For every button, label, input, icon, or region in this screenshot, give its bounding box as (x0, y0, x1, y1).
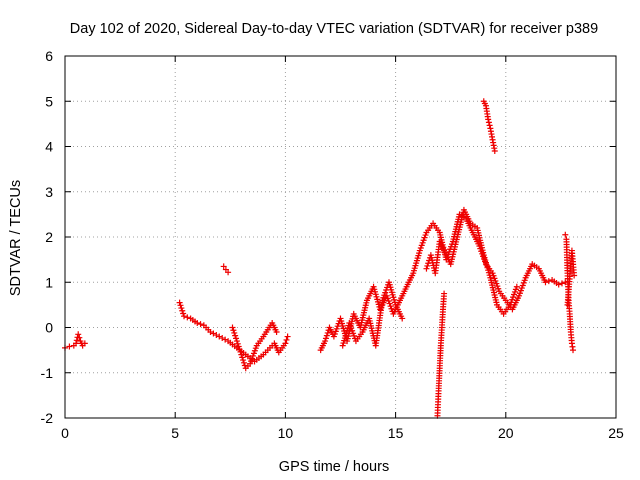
data-point (237, 348, 244, 355)
data-point (283, 336, 290, 343)
data-point (76, 334, 83, 341)
data-point (178, 305, 185, 312)
x-tick-label: 10 (278, 425, 294, 441)
axis-ticks: 0 5 10 15 20 25 -2 -1 0 1 2 3 4 5 6 (41, 48, 624, 441)
data-point (399, 315, 406, 322)
data-point (513, 283, 520, 290)
data-point (273, 329, 280, 336)
x-tick-label: 15 (388, 425, 404, 441)
data-point (180, 310, 187, 317)
data-point (184, 314, 191, 321)
chart-title: Day 102 of 2020, Sidereal Day-to-day VTE… (70, 21, 598, 37)
plot-frame (64, 55, 617, 419)
data-point (194, 319, 201, 326)
data-point (555, 281, 562, 288)
y-tick-label: 5 (45, 93, 53, 109)
data-point (240, 359, 247, 366)
data-point (179, 307, 186, 314)
data-point (220, 263, 227, 270)
data-point (81, 340, 88, 347)
data-point (240, 357, 247, 364)
y-tick-label: 3 (45, 184, 53, 200)
y-tick-label: 2 (45, 229, 53, 245)
y-tick-label: 6 (45, 48, 53, 64)
data-points (62, 98, 578, 419)
y-axis-label: SDTVAR / TECUs (8, 180, 24, 296)
data-point (282, 340, 289, 347)
data-point (197, 321, 204, 328)
data-point (441, 290, 448, 297)
data-point (176, 299, 183, 306)
data-point (235, 343, 242, 350)
x-tick-label: 0 (61, 425, 69, 441)
y-tick-label: 4 (45, 139, 53, 155)
x-tick-label: 5 (171, 425, 179, 441)
x-axis-label: GPS time / hours (279, 459, 389, 475)
data-point (322, 338, 329, 345)
data-point (233, 335, 240, 342)
data-point (229, 324, 236, 331)
data-point (236, 346, 243, 353)
y-tick-label: -1 (41, 365, 54, 381)
data-point (177, 302, 184, 309)
y-tick-label: -2 (41, 410, 54, 426)
data-point (238, 351, 245, 358)
data-point (239, 354, 246, 361)
data-point (232, 332, 239, 339)
grid-lines (65, 56, 616, 418)
data-point (322, 335, 329, 342)
data-point (542, 279, 549, 286)
data-point (485, 119, 492, 126)
data-point (562, 231, 569, 238)
data-point (181, 313, 188, 320)
data-point (75, 331, 82, 338)
data-point (485, 116, 492, 123)
data-point (66, 343, 73, 350)
data-point (323, 332, 330, 339)
data-point (423, 265, 430, 272)
y-tick-label: 1 (45, 274, 53, 290)
data-point (284, 333, 291, 340)
data-point (231, 329, 238, 336)
data-point (571, 272, 578, 279)
data-point (234, 340, 241, 347)
x-tick-label: 25 (608, 425, 624, 441)
data-point (545, 278, 552, 285)
data-point (486, 122, 493, 129)
data-point (225, 269, 232, 276)
data-point (73, 340, 80, 347)
y-tick-label: 0 (45, 320, 53, 336)
data-point (233, 338, 240, 345)
data-point (491, 148, 498, 155)
x-tick-label: 20 (498, 425, 514, 441)
data-point (424, 262, 431, 269)
data-point (559, 280, 566, 287)
data-point (324, 329, 331, 336)
data-point (570, 347, 577, 354)
data-point (230, 327, 237, 334)
